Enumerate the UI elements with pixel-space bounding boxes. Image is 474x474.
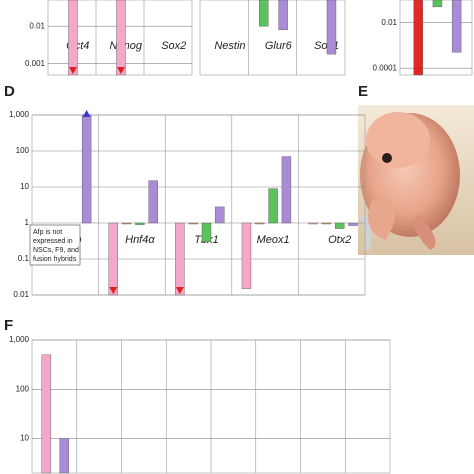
bar: [413, 0, 423, 76]
bar: [68, 0, 78, 76]
offscale-arrow-down: [414, 67, 423, 74]
annotation-line: expressed in: [33, 238, 73, 245]
chart-panel: 0.01 0.0001: [373, 0, 473, 76]
category-label: Sox2: [161, 40, 186, 52]
y-tick-label: 0.01: [381, 18, 397, 27]
offscale-arrow-down: [109, 287, 118, 294]
bar: [148, 180, 158, 224]
y-tick-label: 10: [20, 434, 29, 443]
bar: [59, 438, 69, 474]
bar: [281, 156, 292, 224]
category-label: Meox1: [257, 234, 290, 246]
bar: [326, 0, 337, 55]
plot-frame: [199, 0, 346, 76]
bar: [321, 222, 332, 225]
category-label: Glur6: [265, 40, 293, 52]
bar: [308, 222, 318, 225]
bar: [348, 222, 358, 226]
offscale-arrow-down: [175, 287, 184, 294]
y-tick-label: 1,000: [9, 110, 30, 119]
chart-panel: Nestin Glur6 Sox1: [199, 0, 346, 76]
y-tick-label: 100: [16, 384, 30, 393]
panel-letter: F: [4, 317, 13, 334]
bar: [241, 222, 252, 289]
annotation-line: NSCs, F9, and: [33, 247, 79, 254]
annotation-line: Afp is not: [33, 229, 62, 236]
offscale-arrow-down: [68, 67, 77, 74]
category-label: Nanog: [110, 40, 143, 52]
annotation-line: fusion hybrids: [33, 256, 77, 263]
y-tick-label: 10: [20, 182, 29, 191]
bar: [121, 222, 132, 225]
y-tick-label: 1: [25, 218, 30, 227]
bar: [108, 222, 118, 296]
bar: [135, 222, 145, 225]
y-tick-label: 0.01: [29, 21, 45, 30]
category-label: Hnf4α: [125, 234, 155, 246]
offscale-arrow-down: [116, 67, 125, 74]
embryo-photo: [358, 105, 474, 255]
bar: [175, 222, 185, 296]
bar: [255, 222, 265, 225]
bar: [334, 222, 345, 229]
plot-frame: [399, 0, 473, 76]
y-tick-label: 0.01: [13, 290, 29, 299]
bar: [259, 0, 269, 27]
bar: [432, 0, 443, 8]
bar: [451, 0, 462, 53]
bar: [116, 0, 126, 76]
bar: [278, 0, 288, 31]
category-label: Otx2: [328, 234, 351, 246]
bar: [268, 188, 278, 224]
y-tick-label: 1,000: [9, 335, 30, 344]
annotation-box: [29, 224, 81, 266]
y-tick-label: 0.001: [25, 59, 46, 68]
offscale-arrow-up: [82, 110, 91, 117]
category-label: Nestin: [214, 40, 245, 52]
y-tick-label: 100: [16, 146, 30, 155]
bar: [81, 114, 92, 224]
panel-letter: E: [358, 83, 368, 100]
bar: [41, 354, 52, 474]
panel-letter: D: [4, 83, 15, 100]
y-tick-label: 0.1: [18, 254, 30, 263]
bar: [188, 222, 198, 225]
chart-panel: 1,0001001010.10.01AfpHnf4αTbx1Meox1Otx2A…: [9, 110, 366, 299]
y-tick-label: 0.0001: [373, 63, 398, 72]
bar: [215, 206, 225, 224]
chart-panel: 1,000 100 10: [9, 335, 391, 474]
bar: [201, 222, 212, 243]
